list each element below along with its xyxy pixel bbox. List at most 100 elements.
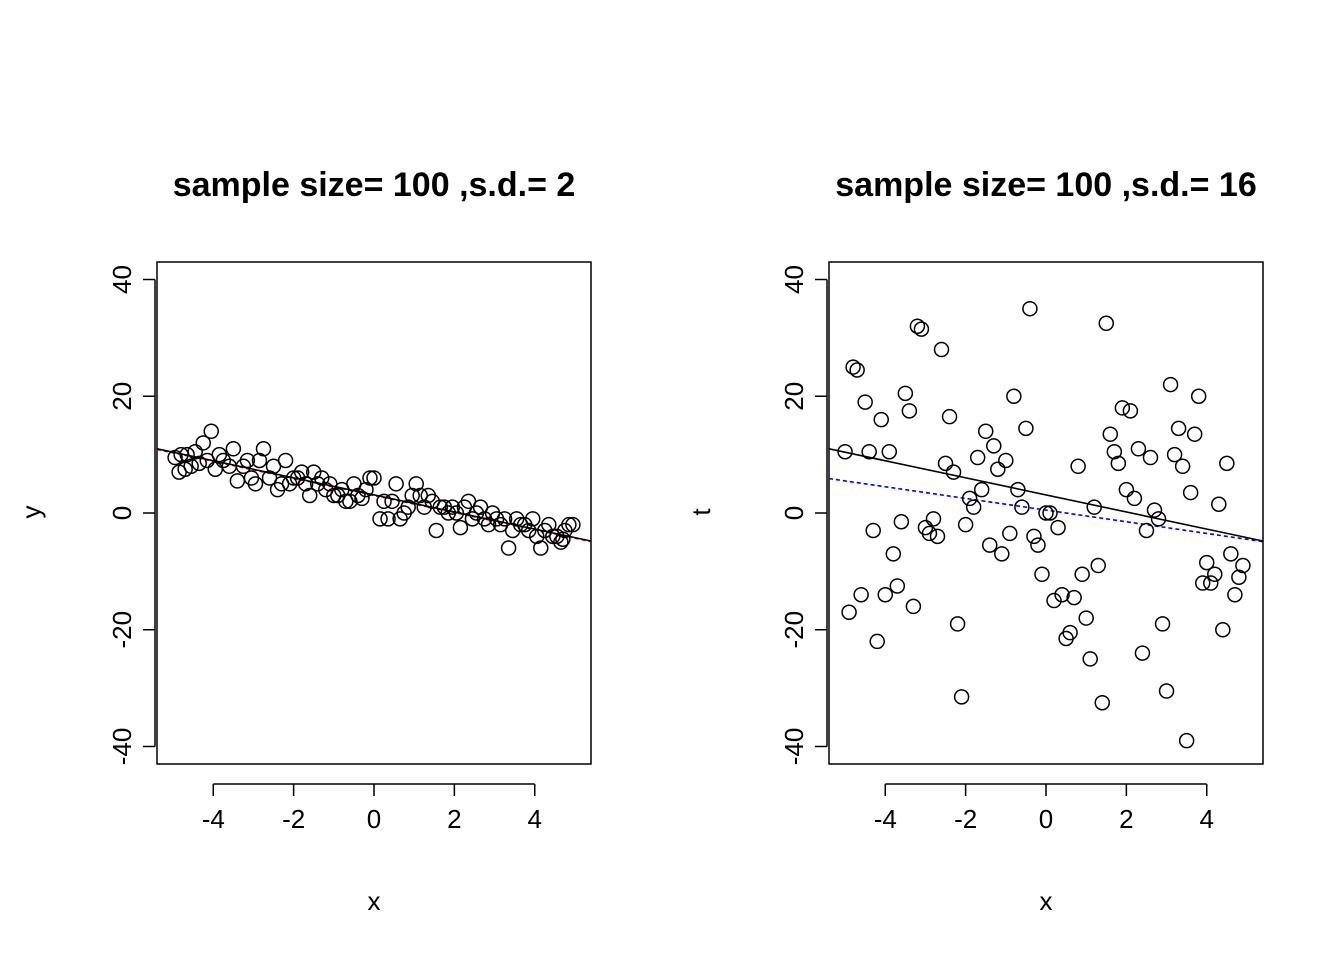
data-point [1223, 546, 1239, 562]
y-tick-label: 0 [107, 506, 137, 520]
y-tick-label: 0 [779, 506, 809, 520]
data-point [187, 443, 203, 460]
data-point [239, 452, 256, 469]
data-point [841, 604, 857, 620]
x-tick-label: -4 [874, 804, 897, 834]
data-point [297, 476, 314, 492]
data-point [1038, 505, 1054, 521]
data-point [195, 435, 211, 451]
data-point [1018, 420, 1034, 437]
data-point [388, 476, 404, 492]
data-point [1078, 610, 1094, 626]
data-point [1118, 481, 1135, 498]
data-point [973, 481, 990, 498]
data-point [1102, 426, 1119, 442]
data-point [937, 455, 954, 472]
y-tick-label: -40 [107, 728, 137, 766]
data-point [452, 519, 469, 536]
data-point [961, 490, 978, 507]
data-point [1098, 315, 1115, 332]
data-point [1194, 575, 1211, 591]
data-point [941, 408, 958, 425]
data-point [305, 464, 322, 480]
data-point [533, 540, 549, 556]
data-point [400, 499, 416, 515]
data-point [350, 487, 366, 504]
data-point [1010, 481, 1026, 498]
data-point [354, 490, 370, 507]
data-point [869, 633, 885, 650]
data-point [1174, 458, 1191, 475]
data-point [949, 616, 966, 632]
y-axis-label: t [686, 508, 716, 516]
data-point [1042, 505, 1058, 521]
data-point [1022, 300, 1038, 317]
data-point [1122, 403, 1139, 419]
data-point [945, 464, 962, 480]
chart-title: sample size= 100 ,s.d.= 16 [835, 166, 1257, 204]
data-point [247, 476, 264, 492]
data-point [865, 522, 881, 539]
regression-lines [829, 448, 1263, 543]
data-point [957, 516, 974, 533]
x-tick-label: 0 [1039, 804, 1053, 834]
data-point [1186, 426, 1203, 442]
data-point [358, 481, 374, 498]
data-point [1182, 484, 1199, 501]
x-tick-label: 4 [528, 804, 542, 834]
data-point [376, 493, 392, 510]
data-point [990, 461, 1006, 477]
x-axis-label: x [368, 886, 381, 916]
data-point [1014, 499, 1030, 515]
y-tick-label: 40 [779, 265, 809, 294]
data-point [366, 470, 382, 486]
data-point [255, 441, 272, 457]
data-point [1211, 496, 1227, 512]
data-point [889, 578, 906, 594]
data-point [541, 516, 557, 533]
data-point [845, 359, 861, 375]
data-point [1146, 502, 1163, 518]
data-point [1198, 554, 1215, 571]
data-point [1046, 592, 1062, 609]
x-tick-label: 2 [447, 804, 461, 834]
data-point [905, 598, 922, 615]
data-point [1082, 651, 1098, 667]
data-point [1142, 449, 1159, 466]
data-point [857, 394, 873, 410]
data-point [448, 505, 465, 521]
x-tick-label: -2 [282, 804, 305, 834]
y-tick-label: 20 [107, 382, 137, 411]
x-axis-label: x [1040, 886, 1053, 916]
chart-title: sample size= 100 ,s.d.= 2 [173, 166, 576, 204]
y-tick-label: 40 [107, 265, 137, 294]
data-point [873, 411, 889, 428]
data-point [885, 546, 902, 562]
data-point [1219, 455, 1235, 472]
data-point [897, 385, 914, 402]
data-point [981, 537, 998, 553]
data-point [1106, 443, 1123, 460]
data-point [203, 423, 219, 440]
data-point [293, 464, 310, 480]
data-point [404, 487, 420, 504]
data-point [342, 493, 358, 510]
data-point [921, 525, 938, 542]
data-point [524, 511, 541, 527]
data-point [1166, 446, 1183, 463]
data-point [1006, 388, 1022, 405]
data-point [372, 511, 388, 527]
x-tick-label: -4 [202, 804, 225, 834]
data-point [215, 452, 232, 469]
y-tick-label: -20 [107, 611, 137, 649]
data-point [277, 452, 294, 469]
data-point [1170, 420, 1187, 437]
data-point [893, 514, 910, 530]
y-axis: -40 -20 0 20 40 [779, 265, 828, 765]
data-point [416, 499, 432, 515]
data-point [1034, 566, 1050, 583]
data-point [849, 362, 865, 378]
data-point [432, 499, 449, 515]
true-line [829, 477, 1263, 543]
data-point [1134, 645, 1151, 661]
